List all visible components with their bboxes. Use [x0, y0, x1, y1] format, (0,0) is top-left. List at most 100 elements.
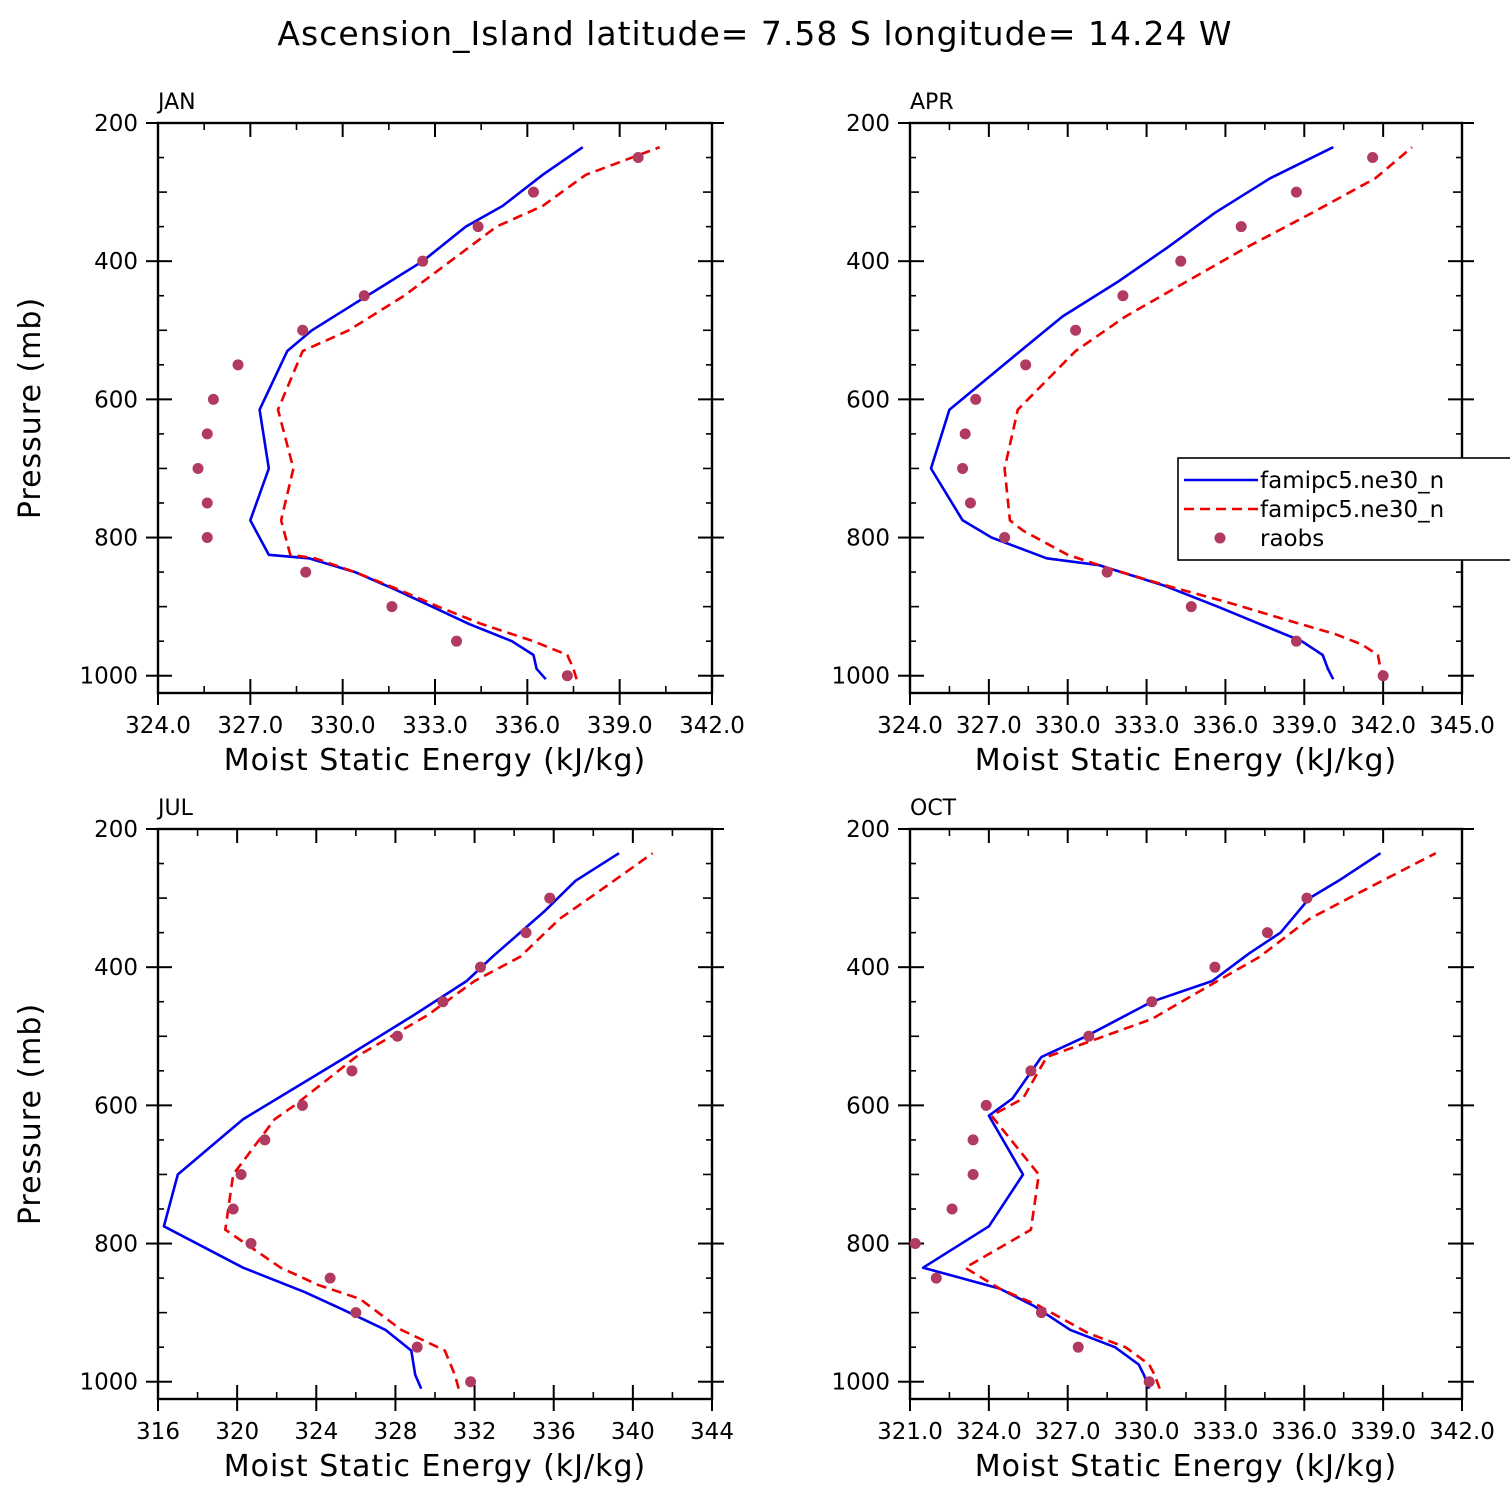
- x-tick-label: 336: [532, 1419, 576, 1445]
- panel-label: APR: [910, 90, 954, 115]
- panel-label: JUL: [156, 796, 194, 821]
- model1-profile-line: [921, 852, 1382, 1390]
- y-tick-label: 200: [94, 111, 138, 137]
- raobs-point: [980, 1099, 992, 1111]
- x-tick-label: 339.0: [1350, 1419, 1416, 1445]
- raobs-point: [201, 497, 213, 509]
- y-tick-label: 400: [846, 249, 890, 275]
- raobs-point: [1025, 1065, 1037, 1077]
- raobs-point: [1035, 1307, 1047, 1319]
- model2-profile-line: [276, 145, 661, 680]
- raobs-point: [1290, 635, 1302, 647]
- raobs-point: [1367, 152, 1379, 164]
- raobs-point: [235, 1168, 247, 1180]
- y-tick-label: 400: [94, 955, 138, 981]
- raobs-point: [957, 462, 969, 474]
- raobs-point: [1209, 961, 1221, 973]
- raobs-point: [350, 1307, 362, 1319]
- x-tick-label: 333.0: [1192, 1419, 1258, 1445]
- x-tick-label: 324: [294, 1419, 338, 1445]
- y-axis-title: Pressure (mb): [13, 1003, 48, 1225]
- raobs-point: [259, 1134, 271, 1146]
- x-tick-label: 332: [453, 1419, 497, 1445]
- legend-label: famipc5.ne30_n: [1260, 497, 1444, 523]
- x-tick-label: 333.0: [402, 713, 468, 739]
- x-tick-label: 316: [136, 1419, 180, 1445]
- x-tick-label: 330.0: [1114, 1419, 1180, 1445]
- x-tick-label: 340: [611, 1419, 655, 1445]
- raobs-point: [964, 497, 976, 509]
- figure-title: Ascension_Island latitude= 7.58 S longit…: [277, 14, 1232, 53]
- raobs-point: [1117, 290, 1129, 302]
- panel-jan: JAN 324.0 327.0 330.0 333.0 336.0 339.0 342.0 20…: [13, 90, 745, 778]
- panels: JAN 324.0 327.0 330.0 333.0 336.0 339.0 342.0 20…: [13, 90, 1495, 1484]
- raobs-point: [1377, 670, 1389, 682]
- y-axis-title: Pressure (mb): [13, 297, 48, 519]
- y-tick-label: 600: [846, 387, 890, 413]
- raobs-point: [1072, 1341, 1084, 1353]
- model2-profile-line: [1003, 146, 1413, 680]
- raobs-point: [227, 1203, 239, 1215]
- y-tick-label: 1000: [79, 1370, 138, 1396]
- x-axis-title: Moist Static Energy (kJ/kg): [224, 743, 647, 778]
- legend-label: famipc5.ne30_n: [1260, 468, 1444, 494]
- x-tick-label: 324.0: [125, 713, 191, 739]
- raobs-point: [1070, 324, 1082, 336]
- y-tick-label: 800: [94, 526, 138, 552]
- x-axis-title: Moist Static Energy (kJ/kg): [975, 1449, 1398, 1484]
- y-tick-label: 800: [846, 526, 890, 552]
- raobs-point: [192, 462, 204, 474]
- x-tick-label: 321.0: [877, 1419, 943, 1445]
- raobs-point: [999, 532, 1011, 544]
- raobs-point: [451, 635, 463, 647]
- x-tick-label: 330.0: [1035, 713, 1101, 739]
- model1-profile-line: [162, 852, 620, 1390]
- y-tick-label: 800: [94, 1232, 138, 1258]
- raobs-point: [324, 1272, 336, 1284]
- raobs-point: [520, 927, 532, 939]
- raobs-point: [1175, 255, 1187, 267]
- raobs-point: [297, 324, 309, 336]
- raobs-point: [1261, 927, 1273, 939]
- panel-apr: APR 324.0 327.0 330.0 333.0 336.0 339.0 342.0 34…: [831, 90, 1494, 778]
- raobs-point: [1301, 892, 1313, 904]
- raobs-point: [967, 1134, 979, 1146]
- x-tick-label: 327.0: [217, 713, 283, 739]
- x-tick-label: 345.0: [1429, 713, 1495, 739]
- x-axis-title: Moist Static Energy (kJ/kg): [224, 1449, 647, 1484]
- raobs-point: [1185, 601, 1197, 613]
- raobs-point: [201, 532, 213, 544]
- x-tick-label: 342.0: [1350, 713, 1416, 739]
- y-tick-label: 200: [846, 817, 890, 843]
- y-tick-label: 600: [94, 1093, 138, 1119]
- raobs-point: [472, 221, 484, 233]
- raobs-point: [201, 428, 213, 440]
- y-tick-label: 1000: [831, 1370, 890, 1396]
- panel-label: JAN: [156, 90, 196, 115]
- raobs-point: [232, 359, 244, 371]
- x-tick-label: 330.0: [310, 713, 376, 739]
- x-tick-label: 336.0: [494, 713, 560, 739]
- raobs-point: [386, 601, 398, 613]
- x-tick-label: 342.0: [1429, 1419, 1495, 1445]
- y-tick-label: 200: [94, 817, 138, 843]
- raobs-point: [1290, 186, 1302, 198]
- raobs-point: [946, 1203, 958, 1215]
- y-tick-label: 600: [94, 387, 138, 413]
- raobs-point: [1083, 1030, 1095, 1042]
- x-tick-label: 342.0: [679, 713, 745, 739]
- y-tick-label: 800: [846, 1232, 890, 1258]
- panel-jul: JUL 316 320 324 328 332 336 340 344 200 400 600 800 1…: [13, 796, 734, 1484]
- raobs-point: [1235, 221, 1247, 233]
- y-tick-label: 400: [846, 955, 890, 981]
- x-tick-label: 327.0: [1035, 1419, 1101, 1445]
- raobs-point: [1146, 996, 1158, 1008]
- raobs-point: [959, 428, 971, 440]
- panel-label: OCT: [910, 796, 957, 821]
- model1-profile-line: [929, 146, 1335, 680]
- raobs-point: [417, 255, 429, 267]
- x-axis-title: Moist Static Energy (kJ/kg): [975, 743, 1398, 778]
- raobs-point: [346, 1065, 358, 1077]
